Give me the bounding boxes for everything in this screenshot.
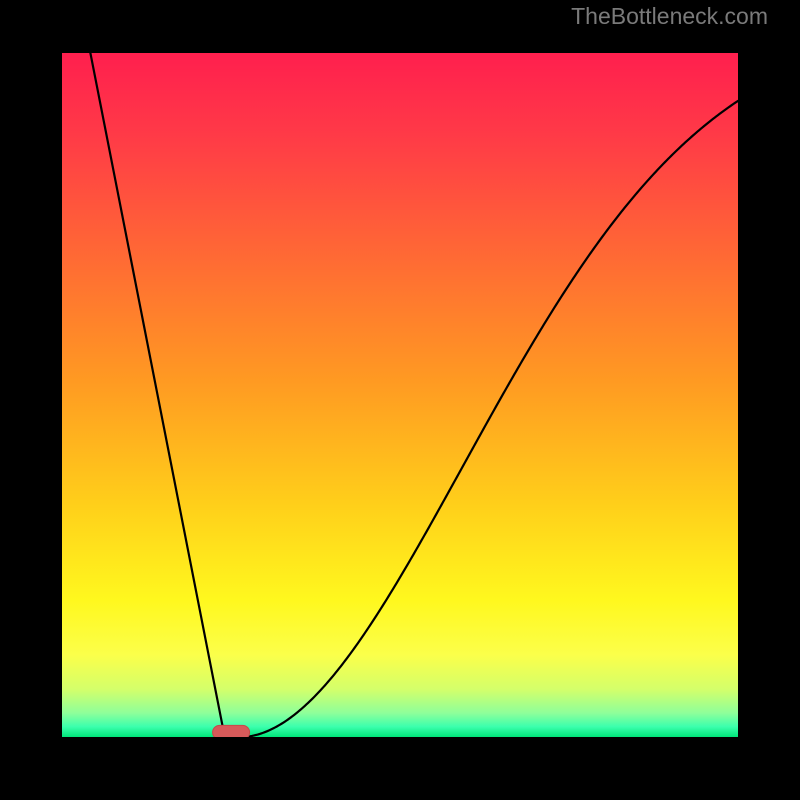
optimum-marker xyxy=(212,725,250,737)
chart-container: { "image": { "width": 800, "height": 800… xyxy=(0,0,800,800)
chart-frame xyxy=(32,23,768,768)
curve-svg xyxy=(62,53,738,737)
bottleneck-curve xyxy=(90,53,738,737)
watermark-text: TheBottleneck.com xyxy=(571,3,768,30)
plot-area xyxy=(62,53,738,737)
